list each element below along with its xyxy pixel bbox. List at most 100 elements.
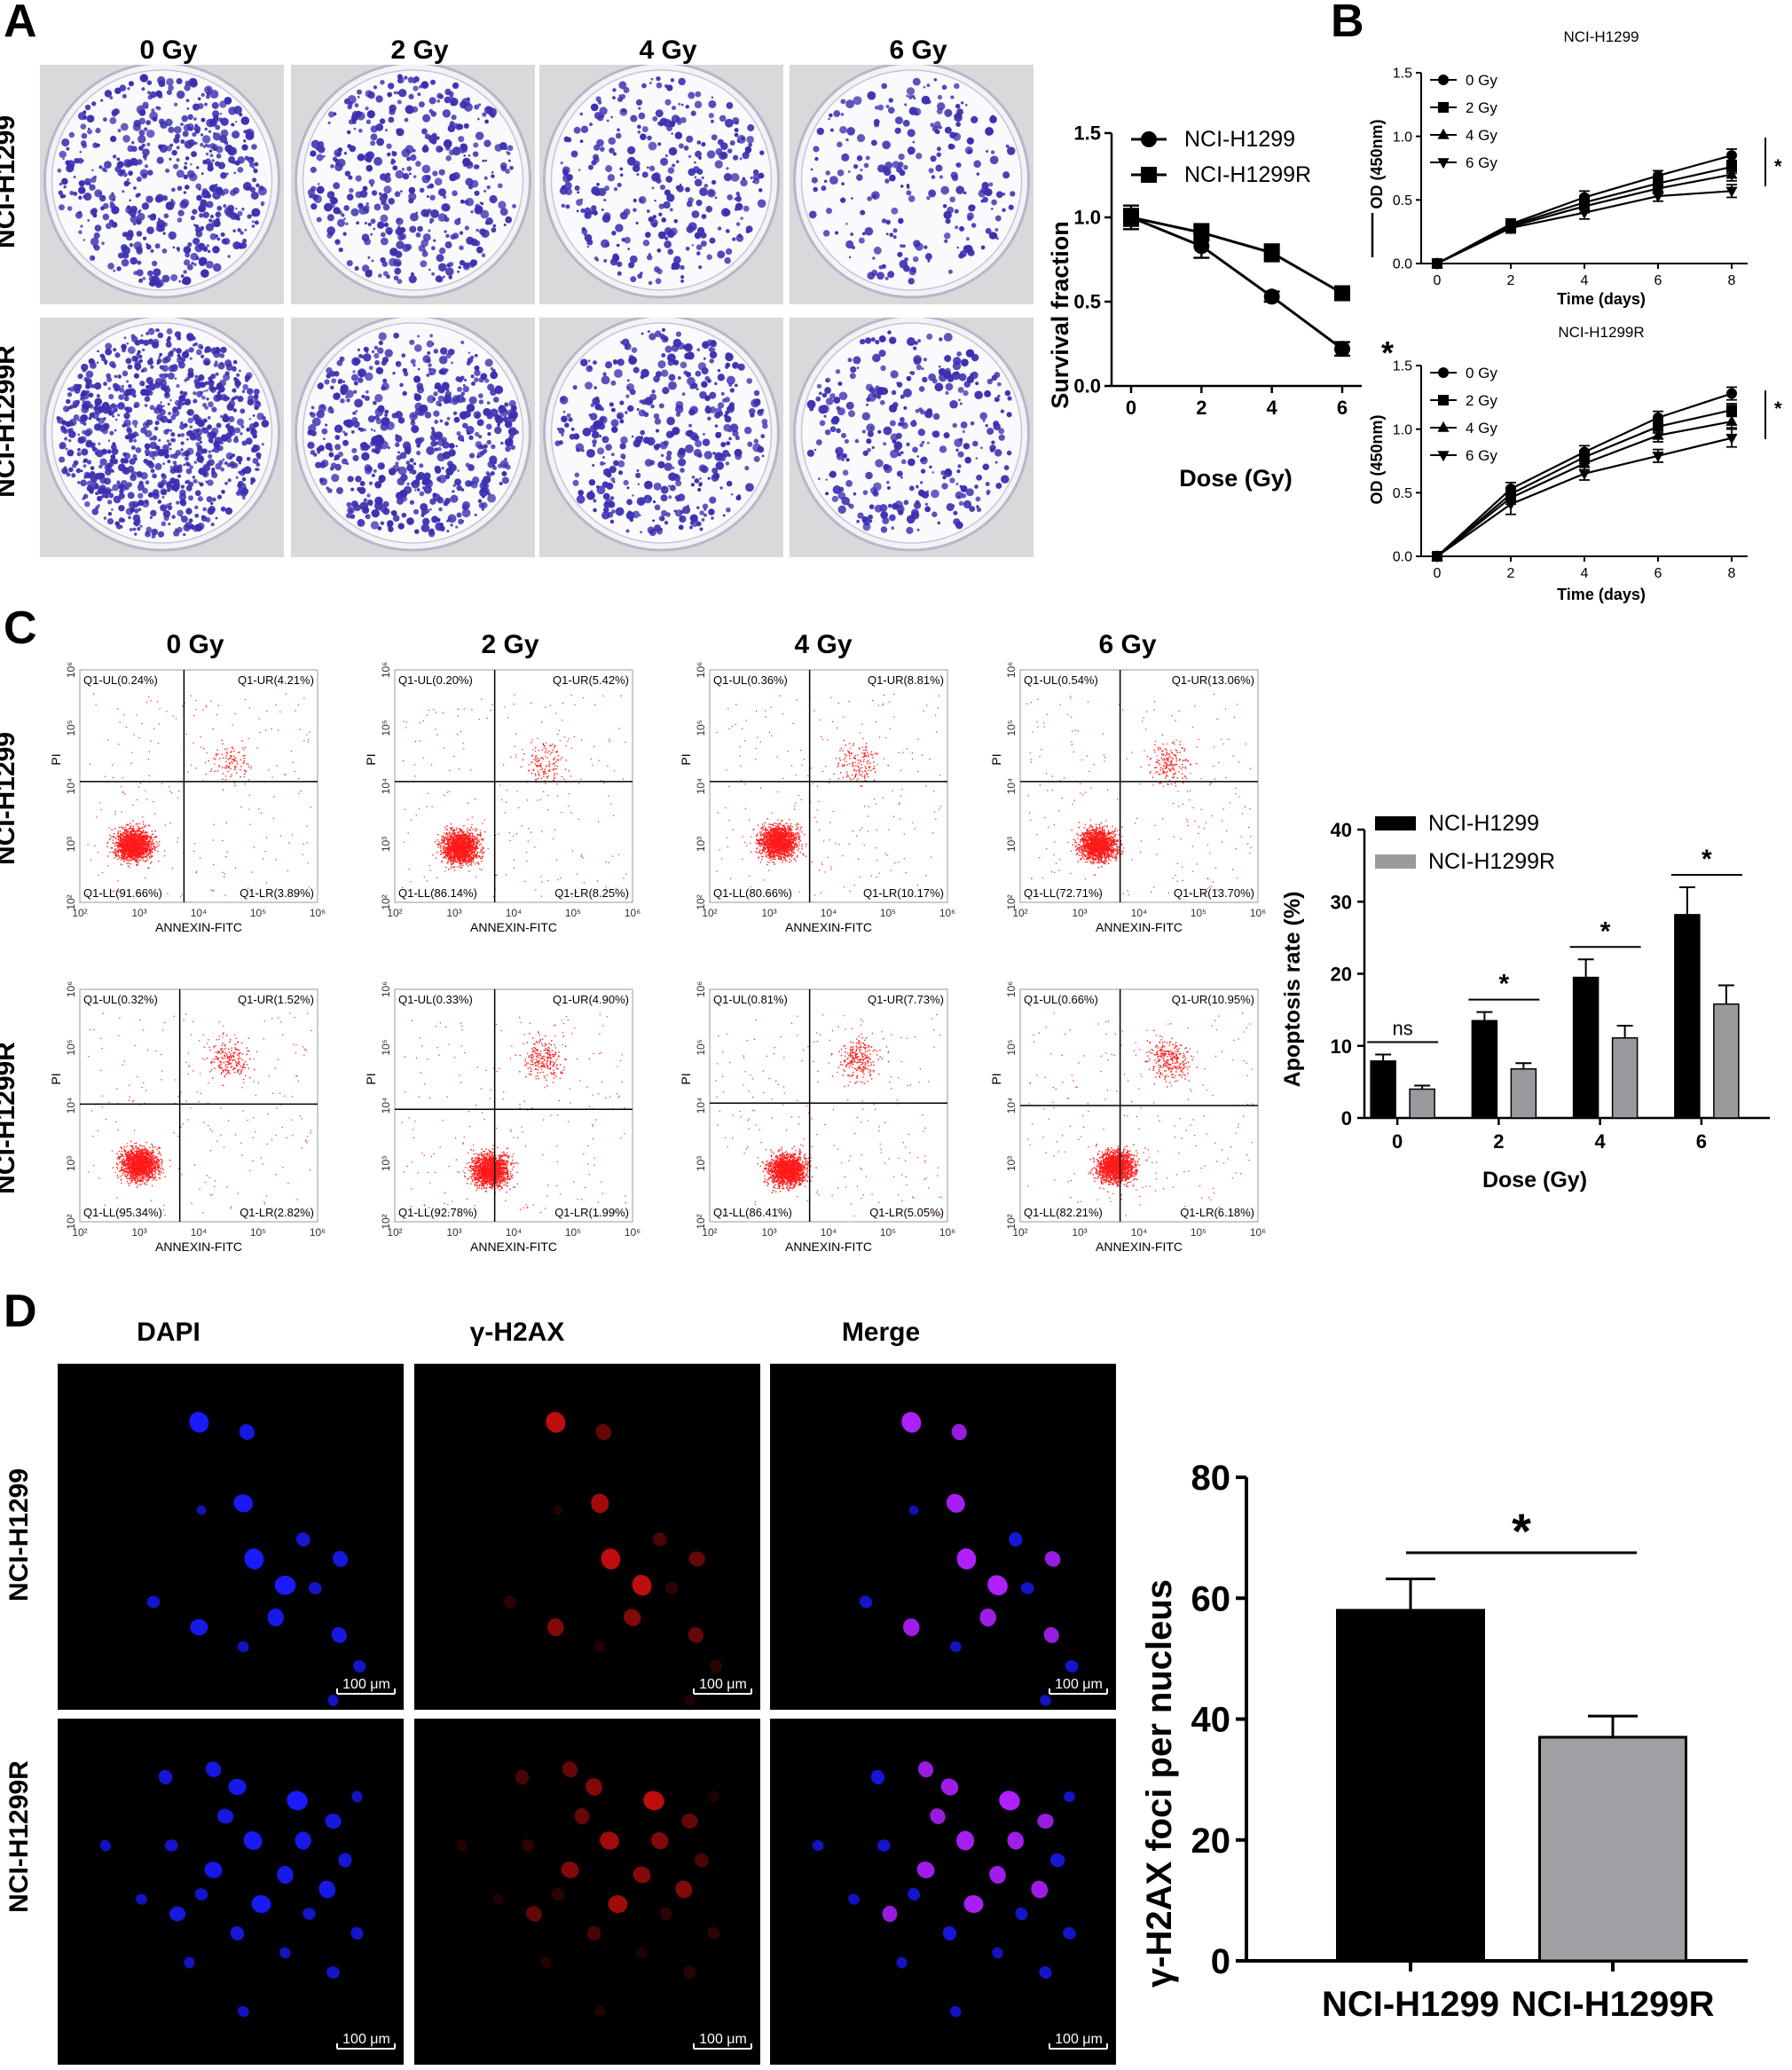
colony [1005,144,1010,148]
colony [374,414,380,421]
colony [429,217,435,223]
colony [831,495,839,502]
y-tick-label: 0.5 [1073,291,1101,313]
colony [109,430,114,436]
colony [455,525,459,529]
colony [338,382,342,384]
colony [207,416,211,420]
colony [371,448,376,453]
colony [364,395,370,401]
colony [59,445,64,450]
colony [994,449,1002,457]
colony [654,504,661,511]
colony [261,420,270,428]
colony [630,276,637,283]
colony [667,167,675,174]
colony [604,498,612,506]
colony [655,371,663,378]
colony [837,141,843,148]
colony [917,339,922,343]
colony [917,429,925,437]
colony [352,454,359,461]
colony [161,450,169,456]
colony [673,509,677,513]
colony [82,417,87,421]
colony [220,434,229,442]
colony [696,200,703,207]
colony [951,174,959,182]
event-dot [142,836,144,838]
colony [864,226,874,236]
colony [97,350,99,353]
colony [144,443,151,450]
colony [315,146,319,151]
colony [154,281,162,288]
colony [80,224,83,228]
event-dot [135,835,137,838]
colony [94,224,102,232]
colony [194,513,200,518]
colony [664,236,669,240]
colony [127,364,133,370]
colony [504,409,507,413]
colony [593,144,601,151]
colony [497,423,500,427]
colony [824,429,831,436]
colony [310,185,317,192]
data-point [1578,469,1591,481]
colony [735,495,742,501]
colony [395,169,405,179]
colony [220,232,225,237]
colony [409,225,417,233]
colony [149,516,153,519]
event-dot [117,842,120,844]
colony [686,351,695,360]
colony [896,382,900,385]
colony [188,172,198,182]
colony [704,375,711,382]
colony [136,248,143,256]
colony [601,456,605,459]
colony [316,153,324,161]
colony [493,461,497,464]
colony [879,399,885,405]
colony [626,486,630,490]
colony [603,212,611,220]
colony [168,419,172,423]
event-dot [117,851,120,854]
colony [413,344,422,352]
colony [158,438,161,442]
colony [648,280,653,286]
colony [916,153,923,160]
colony [347,95,357,105]
colony [720,391,725,396]
colony [619,167,624,171]
colony [373,468,377,473]
event-dot [111,847,114,849]
colony [450,97,459,106]
colony [216,205,223,211]
colony [638,112,646,120]
colony [663,336,669,342]
colony [156,156,164,164]
colony [690,483,695,487]
colony [220,393,228,401]
legend-marker [1437,128,1450,139]
colony [865,155,870,161]
colony [641,368,649,378]
colony [253,421,259,428]
colony [73,414,80,421]
colony [998,428,1005,435]
colony [844,438,849,444]
colony [1006,412,1012,418]
colony [159,374,163,378]
colony [204,127,208,131]
colony [651,390,656,394]
colony [376,138,385,146]
colony [709,350,718,359]
colony [107,467,114,473]
colony [937,521,940,525]
colony [694,176,697,179]
colony [597,187,607,197]
colony [438,403,443,407]
